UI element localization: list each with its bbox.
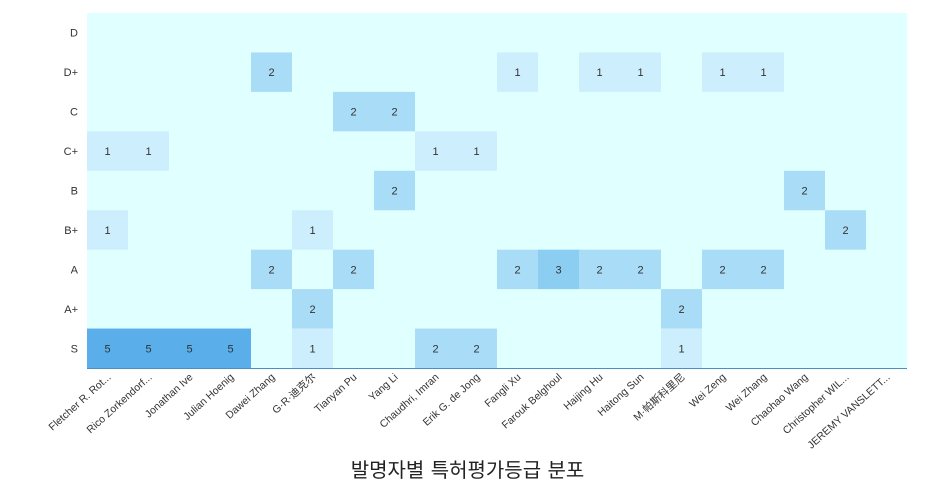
y-tick-label: C+ — [64, 146, 78, 158]
cell-value-label: 1 — [432, 146, 438, 158]
cell-value-label: 1 — [104, 225, 110, 237]
cell-value-label: 2 — [637, 264, 643, 276]
heatmap-cells: 2 1 1 1 1 1 2 2 1 1 1 1 2 2 1 1 2 2 2 2 3 2 2 2 2 2 2 5 5 5 5 1 2 2 1 — [87, 52, 866, 368]
heatmap-cell — [210, 328, 251, 368]
heatmap-cell — [661, 289, 702, 329]
cell-value-label: 1 — [719, 67, 725, 79]
x-axis-tick-labels: Fletcher R. Rot...Rico Zorkendorf...Jona… — [47, 371, 893, 452]
heatmap-cell — [169, 328, 210, 368]
cell-value-label: 2 — [268, 264, 274, 276]
y-tick-label: B — [71, 186, 78, 198]
heatmap-cell — [87, 131, 128, 171]
cell-value-label: 5 — [145, 343, 151, 355]
heatmap-cell — [128, 131, 169, 171]
cell-value-label: 2 — [514, 264, 520, 276]
cell-value-label: 1 — [760, 67, 766, 79]
y-tick-label: B+ — [64, 225, 78, 237]
heatmap-cell — [456, 328, 497, 368]
cell-value-label: 2 — [350, 107, 356, 119]
cell-value-label: 2 — [432, 343, 438, 355]
heatmap-cell — [333, 249, 374, 290]
cell-value-label: 2 — [391, 186, 397, 198]
cell-value-label: 1 — [514, 67, 520, 79]
x-tick-label: Yang Li — [367, 371, 401, 403]
x-tick-label: G·R·迪克尔 — [269, 371, 318, 417]
heatmap-cell — [743, 52, 784, 92]
x-tick-label: Tianyan Pu — [312, 371, 359, 415]
cell-value-label: 1 — [104, 146, 110, 158]
heatmap-cell — [251, 52, 292, 92]
heatmap-cell — [497, 249, 538, 290]
cell-value-label: 1 — [637, 67, 643, 79]
heatmap-cell — [620, 52, 661, 92]
heatmap-chart: 2 1 1 1 1 1 2 2 1 1 1 1 2 2 1 1 2 2 2 2 3 2 2 2 2 2 2 5 5 5 5 1 2 2 1 D D+ C… — [47, 13, 907, 452]
cell-value-label: 5 — [104, 343, 110, 355]
y-tick-label: A+ — [64, 304, 78, 316]
y-tick-label: D — [70, 28, 78, 40]
y-tick-label: C — [70, 107, 78, 119]
heatmap-cell — [579, 52, 620, 92]
heatmap-cell — [579, 249, 620, 290]
heatmap-cell — [702, 249, 743, 290]
heatmap-cell — [415, 328, 456, 368]
cell-value-label: 5 — [227, 343, 233, 355]
x-tick-label: JEREMY VANSLETT... — [805, 371, 892, 451]
cell-value-label: 2 — [596, 264, 602, 276]
heatmap-cell — [292, 289, 333, 329]
heatmap-cell — [87, 210, 128, 250]
heatmap-cell — [333, 91, 374, 132]
cell-value-label: 2 — [350, 264, 356, 276]
cell-value-label: 1 — [309, 343, 315, 355]
heatmap-cell — [661, 328, 702, 368]
cell-value-label: 2 — [391, 107, 397, 119]
heatmap-cell — [743, 249, 784, 290]
heatmap-cell — [415, 131, 456, 171]
heatmap-cell — [251, 249, 292, 290]
cell-value-label: 1 — [596, 67, 602, 79]
heatmap-cell — [702, 52, 743, 92]
cell-value-label: 1 — [145, 146, 151, 158]
heatmap-cell — [374, 91, 415, 132]
cell-value-label: 1 — [473, 146, 479, 158]
heatmap-cell — [374, 170, 415, 211]
cell-value-label: 2 — [801, 186, 807, 198]
cell-value-label: 3 — [555, 264, 561, 276]
chart-title: 발명자별 특허평가등급 분포 — [350, 458, 585, 482]
heatmap-cell — [538, 249, 579, 290]
y-tick-label: D+ — [64, 67, 78, 79]
heatmap-cell — [456, 131, 497, 171]
heatmap-cell — [292, 328, 333, 368]
cell-value-label: 2 — [760, 264, 766, 276]
cell-value-label: 1 — [678, 343, 684, 355]
x-tick-label: Wei Zeng — [687, 371, 728, 410]
heatmap-cell — [825, 210, 866, 250]
heatmap-cell — [620, 249, 661, 290]
y-tick-label: A — [71, 264, 79, 276]
cell-value-label: 2 — [842, 225, 848, 237]
cell-value-label: 2 — [678, 304, 684, 316]
cell-value-label: 1 — [309, 225, 315, 237]
heatmap-cell — [128, 328, 169, 368]
cell-value-label: 5 — [186, 343, 192, 355]
y-axis-tick-labels: D D+ C C+ B B+ A A+ S — [64, 28, 79, 356]
heatmap-cell — [292, 210, 333, 250]
heatmap-cell — [497, 52, 538, 92]
cell-value-label: 2 — [268, 67, 274, 79]
x-tick-label: Fangli Xu — [483, 371, 524, 410]
heatmap-cell — [87, 328, 128, 368]
y-tick-label: S — [71, 343, 78, 355]
cell-value-label: 2 — [309, 304, 315, 316]
cell-value-label: 2 — [719, 264, 725, 276]
cell-value-label: 2 — [473, 343, 479, 355]
heatmap-cell — [784, 170, 825, 211]
